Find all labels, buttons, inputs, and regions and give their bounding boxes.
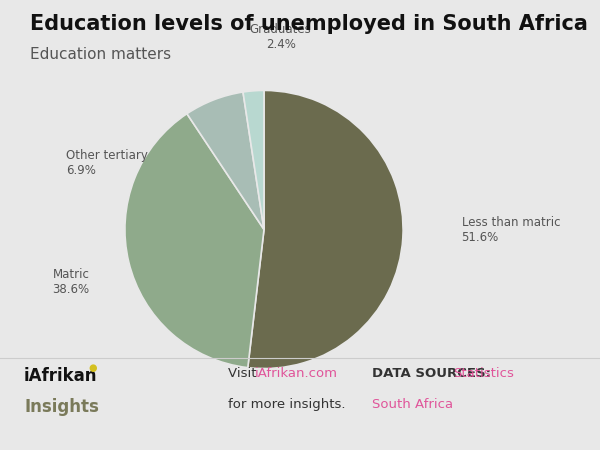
Wedge shape: [125, 114, 264, 368]
Text: Visit: Visit: [228, 367, 261, 380]
Text: Statistics: Statistics: [453, 367, 514, 380]
Wedge shape: [248, 90, 403, 369]
Text: DATA SOURCES:: DATA SOURCES:: [372, 367, 496, 380]
Text: South Africa: South Africa: [372, 398, 453, 411]
Text: iAfrikan.com: iAfrikan.com: [255, 367, 338, 380]
Text: iAfrikan: iAfrikan: [24, 367, 97, 385]
Text: Education levels of unemployed in South Africa: Education levels of unemployed in South …: [30, 14, 588, 33]
Wedge shape: [187, 92, 264, 230]
Text: Education matters: Education matters: [30, 47, 171, 62]
Text: Insights: Insights: [24, 398, 99, 416]
Wedge shape: [243, 90, 264, 230]
Text: ●: ●: [89, 363, 97, 373]
Text: Other tertiary
6.9%: Other tertiary 6.9%: [67, 149, 148, 177]
Text: Graduates
2.4%: Graduates 2.4%: [250, 23, 311, 51]
Text: Less than matric
51.6%: Less than matric 51.6%: [461, 216, 560, 243]
Text: for more insights.: for more insights.: [228, 398, 346, 411]
Text: Matric
38.6%: Matric 38.6%: [53, 268, 90, 297]
